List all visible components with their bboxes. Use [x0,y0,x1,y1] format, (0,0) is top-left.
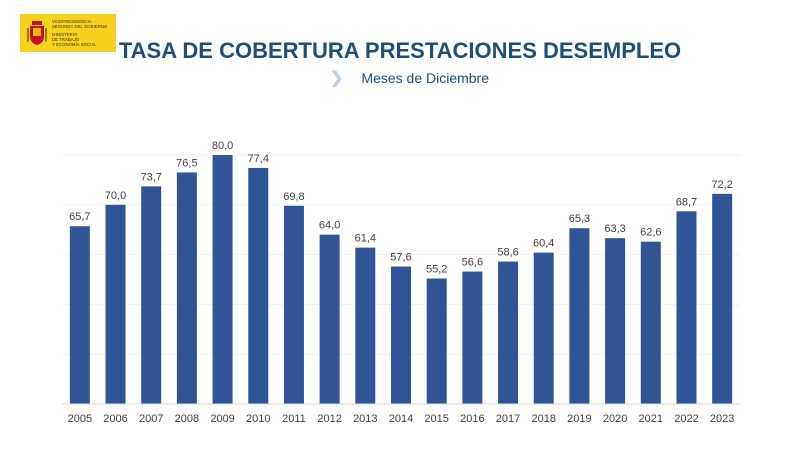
bar-2006 [105,204,126,404]
bar-2012 [319,234,340,404]
value-label: 68,7 [676,196,697,208]
bar-2013 [355,247,376,404]
bar-2005 [69,226,90,404]
logo-line: MINISTERIO [52,32,78,37]
bar-2017 [498,261,519,404]
x-tick-label: 2017 [496,413,520,425]
value-label: 80,0 [212,140,233,152]
x-tick-label: 2012 [317,413,341,425]
value-label: 76,5 [176,157,197,169]
value-label: 65,7 [69,211,90,223]
bar-2020 [605,238,626,404]
x-tick-label: 2010 [246,413,270,425]
bar-2015 [426,278,447,404]
x-tick-label: 2013 [353,413,377,425]
coat-of-arms-icon [27,21,47,45]
x-tick-label: 2009 [210,413,234,425]
value-label: 77,4 [248,153,269,165]
x-tick-label: 2016 [460,413,484,425]
value-label: 61,4 [355,233,376,245]
value-label: 72,2 [711,179,732,191]
x-tick-label: 2014 [389,413,413,425]
x-tick-label: 2022 [674,413,698,425]
value-label: 64,0 [319,220,340,232]
bars [69,155,733,404]
value-label: 70,0 [105,190,126,202]
chevron-right-icon: ❯ [330,70,344,87]
x-tick-label: 2008 [175,413,199,425]
x-tick-label: 2005 [68,413,92,425]
bar-2008 [176,172,197,404]
bar-2023 [712,193,733,404]
value-label: 60,4 [533,238,554,250]
value-label: 69,8 [283,191,304,203]
value-labels: 65,7 70,0 73,7 76,5 80,0 77,4 69,8 64,0 61,4 57,6… [69,140,733,276]
value-label: 58,6 [497,247,518,259]
value-label: 63,3 [604,223,625,235]
ministry-name: VICEPRESIDENCIA SEGUNDA DEL GOBIERNO MIN… [52,19,107,47]
value-label: 62,6 [640,227,661,239]
logo-line: VICEPRESIDENCIA [52,19,92,24]
value-label: 57,6 [390,252,411,264]
subtitle-group: ❯ Meses de Diciembre [330,68,489,88]
bar-2021 [640,241,661,404]
bar-2009 [212,155,233,404]
x-tick-label: 2007 [139,413,163,425]
government-logo: VICEPRESIDENCIA SEGUNDA DEL GOBIERNO MIN… [20,14,116,52]
bar-2007 [141,186,162,404]
logo-line: SEGUNDA DEL GOBIERNO [52,24,108,29]
value-label: 56,6 [462,257,483,269]
x-axis-labels: 2005 2006 2007 2008 2009 2010 2011 2012 2013 2014… [68,413,735,425]
x-tick-label: 2023 [710,413,734,425]
x-tick-label: 2020 [603,413,627,425]
value-label: 73,7 [140,171,161,183]
bar-2011 [283,205,304,404]
x-tick-label: 2019 [567,413,591,425]
bar-2014 [391,266,411,404]
value-label: 55,2 [426,264,447,276]
bar-2019 [569,228,590,404]
bar-2022 [676,211,697,404]
value-label: 65,3 [569,213,590,225]
logo-line: DE TRABAJO [52,37,80,42]
x-tick-label: 2011 [282,413,306,425]
bar-2018 [533,252,554,404]
x-tick-label: 2015 [424,413,448,425]
logo-line: Y ECONOMÍA SOCIAL [52,42,97,47]
chart-title: TASA DE COBERTURA PRESTACIONES DESEMPLEO [115,38,690,64]
x-tick-label: 2018 [531,413,555,425]
bar-2010 [248,167,269,404]
x-tick-label: 2021 [639,413,663,425]
bar-2016 [462,271,483,404]
chart-subtitle: Meses de Diciembre [361,70,490,86]
x-tick-label: 2006 [103,413,127,425]
